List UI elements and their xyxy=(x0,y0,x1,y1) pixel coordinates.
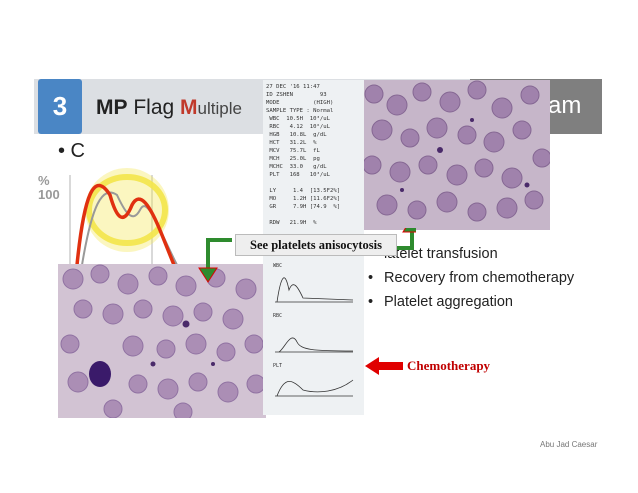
right-bullet-2: • Recovery from chemotherapy xyxy=(368,270,575,286)
report-histograms xyxy=(275,277,354,397)
wbc-graph-label: WBC xyxy=(273,263,283,269)
bullet-dot: • xyxy=(368,294,374,310)
title-m: M xyxy=(180,96,198,119)
histogram-y-axis-label: % 100 xyxy=(38,174,60,202)
histogram-graphic xyxy=(69,168,178,265)
smear-cells-top xyxy=(362,80,550,222)
footer-author: Abu Jad Caesar xyxy=(540,440,598,449)
y-max: 100 xyxy=(38,187,60,202)
bullet-left: • C xyxy=(58,140,86,162)
slide-title: MP Flag Multiple xyxy=(96,96,242,120)
blood-smear-photo-bottom xyxy=(58,264,266,418)
rbc-curve xyxy=(278,337,354,353)
highlight-glow xyxy=(85,168,169,252)
lymphocyte-nucleus xyxy=(89,361,111,387)
bullet-dot: • xyxy=(368,270,374,286)
title-mp: MP xyxy=(96,96,128,119)
left-arrow-head xyxy=(198,267,218,283)
slide-number-badge: 3 xyxy=(38,79,82,134)
rbc-graph-label: RBC xyxy=(273,313,283,319)
plt-graph-label: PLT xyxy=(273,363,283,369)
histogram-red-curve xyxy=(75,183,176,265)
chemotherapy-label: Chemotherapy xyxy=(407,358,491,373)
green-arrows xyxy=(198,228,416,283)
red-arrow-icon xyxy=(365,357,403,375)
title-flag: Flag xyxy=(127,96,175,119)
blood-smear-photo-top xyxy=(362,80,550,230)
right-bullet-3: • Platelet aggregation xyxy=(368,294,513,310)
smear-cells-bottom xyxy=(60,264,266,418)
header-right-text: am xyxy=(548,92,582,119)
title-rest: ultiple xyxy=(197,99,242,118)
highlight-ring xyxy=(86,174,168,246)
wbc-curve xyxy=(276,277,354,303)
plt-curve xyxy=(276,379,354,397)
see-platelets-label: See platelets anisocytosis xyxy=(235,234,397,256)
right-arrow-head xyxy=(402,228,416,233)
y-unit: % xyxy=(38,173,50,188)
